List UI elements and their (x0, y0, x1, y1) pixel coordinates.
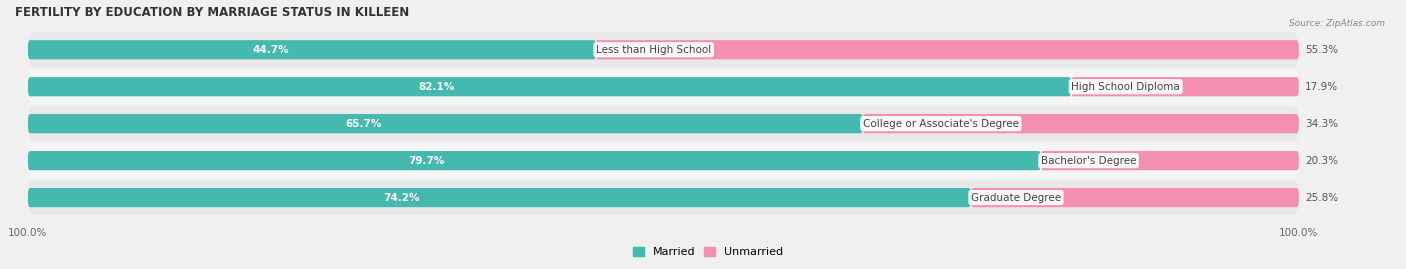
Text: 25.8%: 25.8% (1305, 193, 1339, 203)
FancyBboxPatch shape (28, 69, 1299, 104)
Text: Bachelor's Degree: Bachelor's Degree (1040, 155, 1136, 166)
FancyBboxPatch shape (28, 188, 972, 207)
FancyBboxPatch shape (1071, 77, 1299, 96)
Text: 34.3%: 34.3% (1305, 119, 1339, 129)
FancyBboxPatch shape (1040, 151, 1299, 170)
FancyBboxPatch shape (863, 114, 1299, 133)
Text: Graduate Degree: Graduate Degree (972, 193, 1062, 203)
Text: 65.7%: 65.7% (346, 119, 382, 129)
FancyBboxPatch shape (28, 40, 596, 59)
Text: High School Diploma: High School Diploma (1071, 82, 1180, 92)
Text: 74.2%: 74.2% (384, 193, 420, 203)
Text: Less than High School: Less than High School (596, 45, 711, 55)
Text: Source: ZipAtlas.com: Source: ZipAtlas.com (1289, 19, 1385, 28)
Text: College or Associate's Degree: College or Associate's Degree (863, 119, 1019, 129)
FancyBboxPatch shape (28, 151, 1040, 170)
FancyBboxPatch shape (972, 188, 1299, 207)
FancyBboxPatch shape (28, 143, 1299, 178)
FancyBboxPatch shape (28, 32, 1299, 67)
Text: 79.7%: 79.7% (408, 155, 444, 166)
FancyBboxPatch shape (28, 77, 1071, 96)
Text: FERTILITY BY EDUCATION BY MARRIAGE STATUS IN KILLEEN: FERTILITY BY EDUCATION BY MARRIAGE STATU… (15, 6, 409, 19)
Legend: Married, Unmarried: Married, Unmarried (628, 242, 787, 262)
FancyBboxPatch shape (28, 106, 1299, 141)
FancyBboxPatch shape (28, 114, 863, 133)
Text: 55.3%: 55.3% (1305, 45, 1339, 55)
FancyBboxPatch shape (28, 180, 1299, 215)
Text: 82.1%: 82.1% (419, 82, 454, 92)
Text: 44.7%: 44.7% (252, 45, 288, 55)
Text: 20.3%: 20.3% (1305, 155, 1339, 166)
Text: 17.9%: 17.9% (1305, 82, 1339, 92)
FancyBboxPatch shape (596, 40, 1299, 59)
